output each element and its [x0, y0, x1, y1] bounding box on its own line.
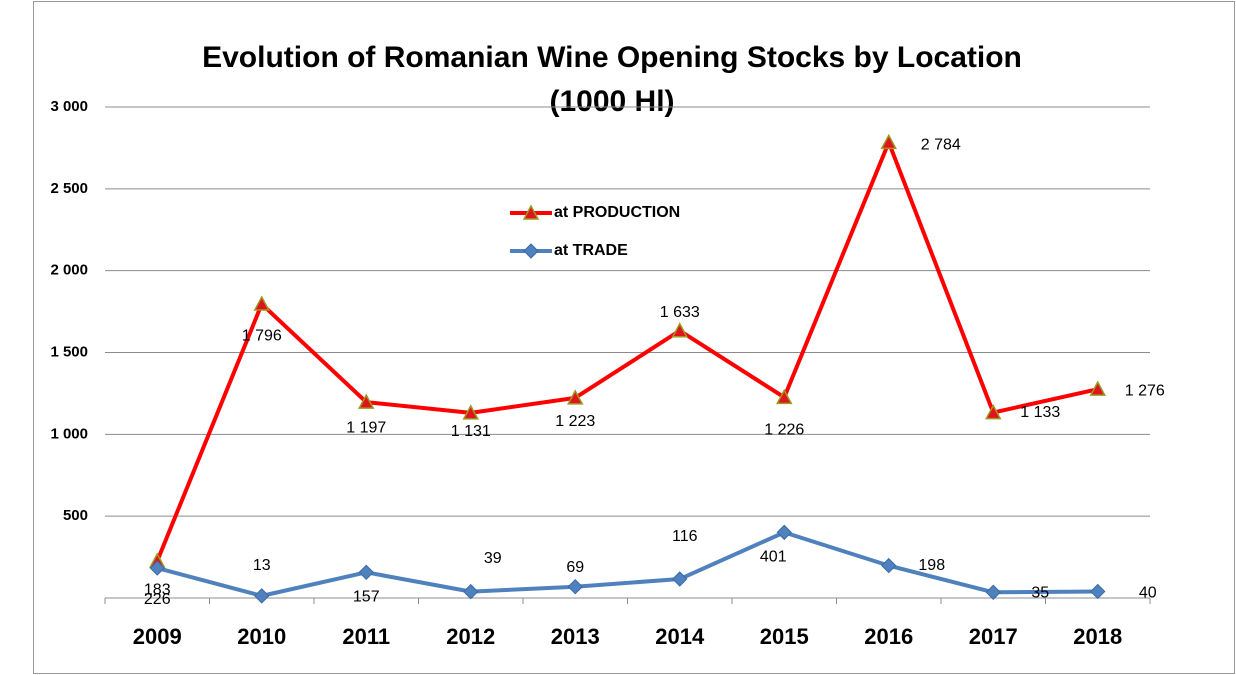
x-tick-label: 2018 — [1073, 624, 1122, 649]
data-label: 13 — [253, 557, 271, 574]
data-point — [880, 133, 898, 150]
data-label: 1 223 — [555, 413, 595, 430]
data-label: 39 — [484, 550, 502, 567]
legend-label: at TRADE — [554, 242, 628, 259]
y-tick-label: 500 — [63, 507, 88, 524]
data-point — [671, 322, 689, 338]
legend-marker — [523, 243, 539, 259]
data-point — [672, 571, 688, 587]
data-label: 226 — [144, 591, 171, 608]
data-label: 157 — [353, 589, 380, 606]
data-label: 1 226 — [764, 422, 804, 439]
data-point — [775, 388, 793, 405]
x-tick-label: 2011 — [342, 624, 390, 649]
x-tick-label: 2014 — [655, 624, 705, 649]
data-label: 69 — [566, 559, 584, 576]
data-label: 40 — [1139, 585, 1157, 602]
data-label: 1 133 — [1020, 404, 1060, 421]
data-label: 1 197 — [346, 419, 386, 436]
y-tick-label: 3 000 — [50, 98, 88, 115]
data-label: 183 — [144, 581, 171, 598]
x-tick-label: 2013 — [551, 624, 600, 649]
data-point — [254, 588, 270, 604]
x-tick-label: 2012 — [446, 624, 495, 649]
series-line — [155, 140, 1099, 562]
data-point — [566, 389, 584, 405]
data-label: 116 — [672, 528, 698, 545]
x-tick-label: 2010 — [237, 624, 286, 649]
data-point — [358, 564, 374, 581]
series-line — [156, 530, 1098, 598]
data-point — [357, 393, 375, 409]
x-tick-label: 2015 — [760, 624, 809, 649]
chart-frame — [33, 1, 1235, 674]
x-tick-label: 2016 — [864, 624, 913, 649]
data-point — [149, 560, 165, 576]
data-label: 2 784 — [921, 137, 961, 154]
data-label: 198 — [918, 557, 945, 574]
data-point — [1090, 583, 1106, 600]
data-point — [776, 524, 792, 541]
data-point — [985, 584, 1001, 600]
y-tick-label: 1 500 — [50, 343, 88, 360]
data-point — [567, 578, 583, 595]
chart-title: Evolution of Romanian Wine Opening Stock… — [202, 41, 1022, 74]
data-point — [1089, 380, 1107, 396]
legend-label: at PRODUCTION — [554, 204, 680, 221]
data-point — [984, 403, 1002, 420]
data-point — [253, 295, 271, 311]
data-label: 35 — [1031, 584, 1049, 601]
y-tick-label: 2 500 — [50, 180, 88, 197]
data-label: 1 276 — [1125, 382, 1165, 399]
data-label: 1 633 — [660, 304, 700, 321]
x-tick-label: 2009 — [133, 624, 182, 649]
data-label: 401 — [760, 549, 787, 566]
data-point — [463, 583, 479, 600]
data-point — [462, 404, 480, 420]
data-label: 1 796 — [242, 327, 282, 344]
data-label: 1 131 — [451, 423, 491, 440]
x-tick-label: 2017 — [969, 624, 1018, 649]
y-tick-label: 1 000 — [50, 425, 88, 442]
y-tick-label: 2 000 — [50, 262, 88, 279]
legend-marker — [522, 204, 540, 220]
data-point — [881, 557, 897, 574]
chart-subtitle: (1000 Hl) — [549, 85, 674, 118]
